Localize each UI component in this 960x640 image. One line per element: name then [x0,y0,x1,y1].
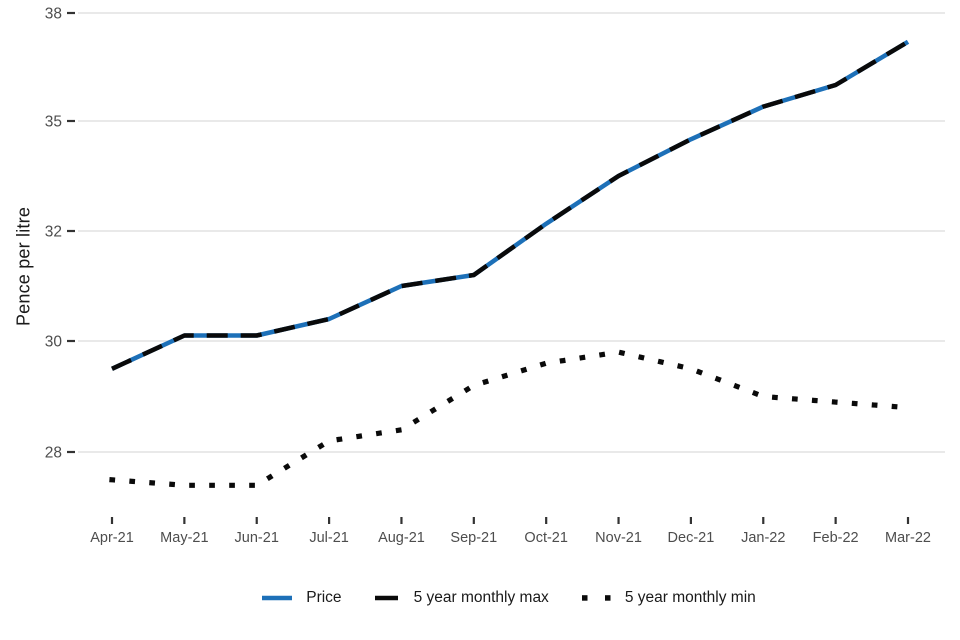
max-dash-swatch-icon [374,595,398,601]
legend-label-max: 5 year monthly max [413,589,549,606]
y-tick-label: 35 [45,114,62,131]
price-line [111,39,910,371]
y-axis-title: Pence per litre [13,206,34,327]
x-tick-label: Jun-21 [235,530,279,546]
x-tick-label: Dec-21 [668,530,715,546]
data-series [109,39,911,488]
x-axis-tick-labels: Apr-21 May-21 Jun-21 Jul-21 Aug-21 Sep-21 Oct-… [90,530,931,546]
y-axis-ticks [67,11,75,454]
x-tick-label: Sep-21 [450,530,497,546]
y-tick-label: 30 [45,334,63,351]
x-tick-label: Mar-22 [885,530,931,546]
min-line [109,349,911,488]
y-tick-label: 28 [45,445,62,462]
y-tick-label: 32 [45,224,62,241]
x-tick-label: Nov-21 [595,530,642,546]
legend-item-max: 5 year monthly max [372,589,549,607]
legend: Price 5 year monthly max 5 year monthly … [28,589,960,607]
legend-item-price: Price [260,589,342,607]
x-tick-label: Aug-21 [378,530,425,546]
x-tick-label: Oct-21 [524,530,568,546]
legend-label-price: Price [306,589,342,606]
y-axis-tick-labels: 38 35 32 30 28 [45,6,63,462]
gridlines [78,12,945,453]
legend-item-min: 5 year monthly min [579,589,756,607]
price-line-swatch-icon [262,595,293,601]
x-tick-label: May-21 [160,530,208,546]
min-dot-swatch-icon [581,595,611,601]
legend-label-min: 5 year monthly min [624,589,756,606]
x-tick-label: Apr-21 [90,530,134,546]
x-axis-ticks [110,517,910,524]
plot-area: 38 35 32 30 28 Apr-21 May-21 Jun-21 Jul-21 Aug-2… [45,6,945,546]
max-line [111,39,910,371]
x-tick-label: Jan-22 [741,530,785,546]
y-tick-label: 38 [45,6,62,23]
x-tick-label: Jul-21 [309,530,349,546]
x-tick-label: Feb-22 [813,530,859,546]
